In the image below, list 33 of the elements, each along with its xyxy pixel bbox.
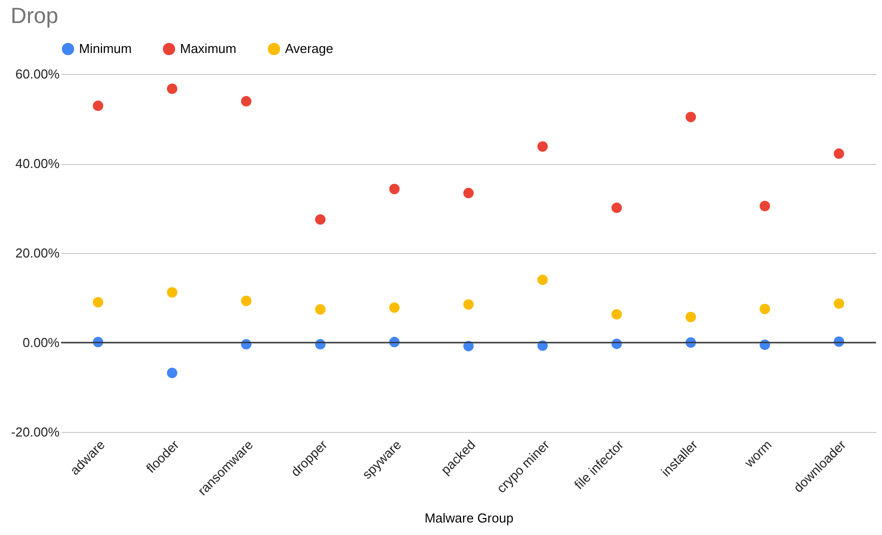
legend-label: Average (285, 41, 334, 56)
point (166, 84, 178, 94)
y-tick-label: 60.00% (15, 66, 60, 82)
point (315, 304, 326, 315)
point (389, 184, 400, 194)
chart-title: Drop (10, 3, 58, 28)
point (834, 298, 844, 309)
point (463, 188, 474, 198)
legend-label: Maximum (180, 41, 236, 56)
point (760, 304, 770, 314)
point (240, 296, 252, 306)
point (389, 302, 400, 313)
y-tick-label: 40.00% (15, 156, 60, 171)
point (537, 141, 548, 152)
y-tick-label: -20.00% (11, 424, 60, 440)
y-tick-label: 20.00% (15, 246, 60, 260)
point (166, 368, 178, 378)
point (463, 299, 474, 310)
point (686, 312, 696, 322)
point (166, 287, 178, 298)
y-tick-label: 0.00% (22, 335, 60, 350)
point (315, 214, 326, 225)
point (92, 100, 104, 112)
point (611, 309, 622, 320)
point (686, 112, 696, 122)
point (760, 200, 770, 212)
point (611, 202, 622, 214)
point (537, 274, 548, 286)
x-axis-title: Malware Group (424, 510, 514, 526)
point (834, 148, 844, 159)
point (92, 296, 104, 308)
point (240, 96, 252, 107)
legend-label: Minimum (79, 41, 132, 56)
